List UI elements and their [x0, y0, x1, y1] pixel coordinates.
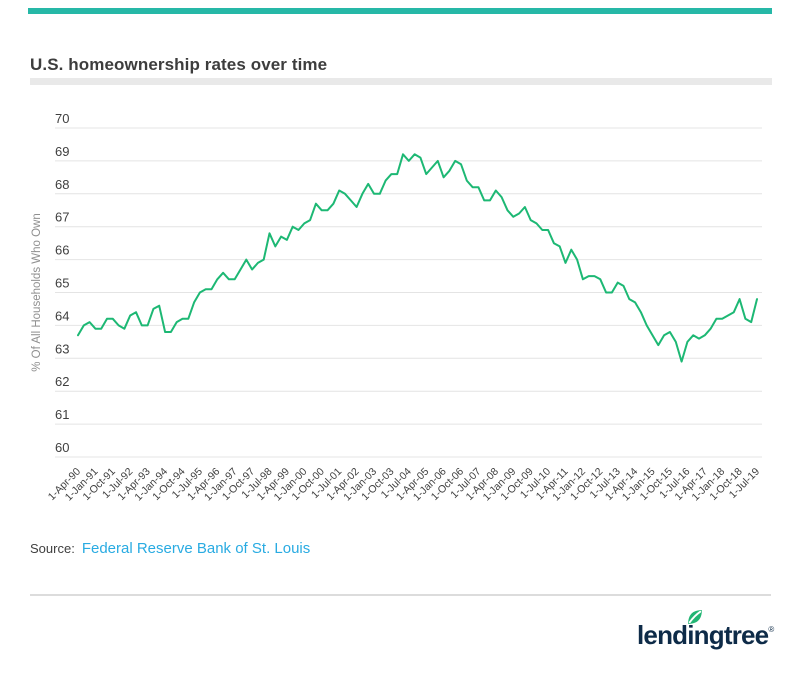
y-tick-label: 68: [55, 177, 69, 192]
y-axis-labels: 60 61 62 63 64 65 66 67 68 69 70: [55, 111, 69, 455]
y-tick-label: 65: [55, 276, 69, 291]
y-tick-label: 61: [55, 407, 69, 422]
y-gridlines: [55, 127, 762, 458]
y-tick-label: 67: [55, 210, 69, 225]
lendingtree-logo: lendingtree®: [637, 606, 787, 656]
y-tick-label: 70: [55, 111, 69, 126]
footer-divider: [30, 594, 771, 596]
registered-mark: ®: [768, 625, 775, 634]
homeownership-rate-line: [77, 153, 758, 363]
source-link[interactable]: Federal Reserve Bank of St. Louis: [81, 540, 311, 557]
y-tick-label: 66: [55, 243, 69, 258]
source-row: Source: Federal Reserve Bank of St. Loui…: [30, 540, 310, 557]
y-tick-label: 64: [55, 308, 69, 323]
y-tick-label: 63: [55, 341, 69, 356]
y-tick-label: 69: [55, 144, 69, 159]
y-tick-label: 62: [55, 374, 69, 389]
y-tick-label: 60: [55, 440, 69, 455]
logo-wordmark: lendingtree®: [637, 620, 775, 650]
y-axis-title: % Of All Households Who Own: [31, 213, 43, 372]
title-divider: [30, 78, 772, 85]
leaf-icon: [688, 610, 702, 624]
homeownership-line-chart: 60 61 62 63 64 65 66 67 68 69 70 % Of All Household…: [31, 111, 762, 504]
accent-bar: [28, 8, 772, 14]
x-axis-labels: 1-Apr-901-Jan-911-Oct-911-Jul-921-Apr-93…: [46, 466, 762, 504]
page-title: U.S. homeownership rates over time: [30, 55, 328, 75]
source-label: Source:: [30, 541, 75, 556]
